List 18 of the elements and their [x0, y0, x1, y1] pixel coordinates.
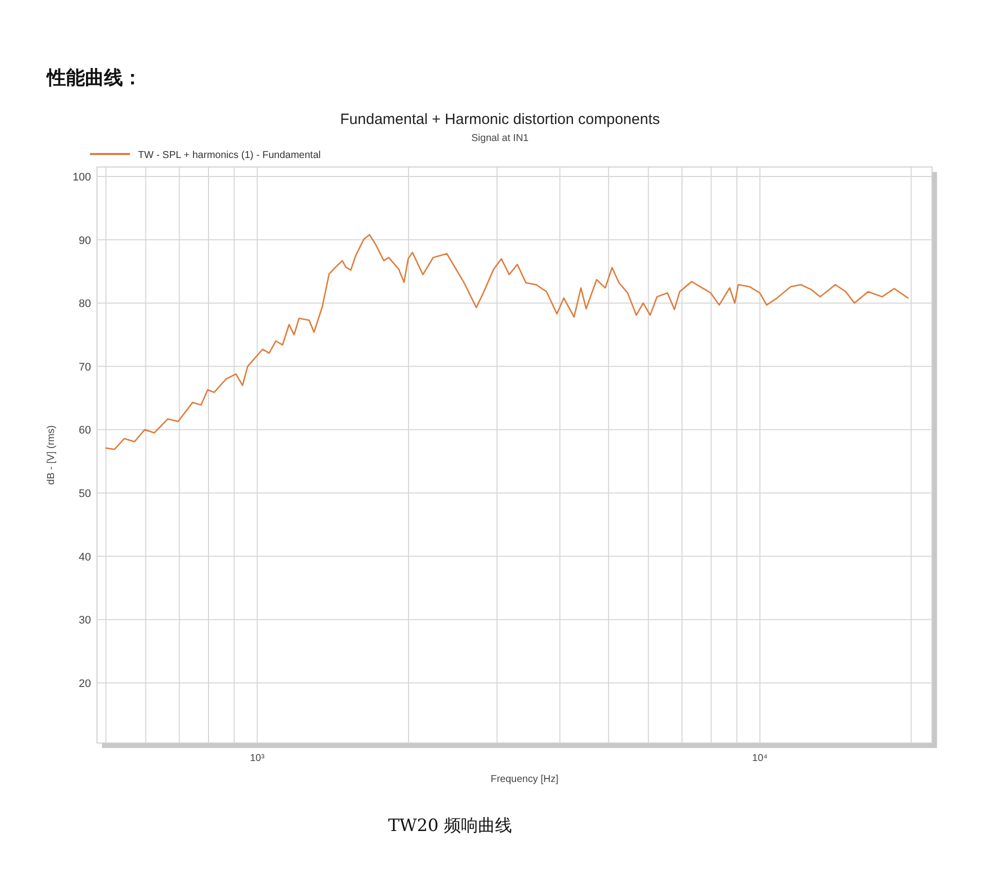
y-tick-label: 50 [78, 488, 91, 500]
legend-label: TW - SPL + harmonics (1) - Fundamental [138, 150, 321, 161]
y-tick-label: 70 [78, 361, 91, 374]
y-tick-label: 80 [78, 298, 91, 310]
y-axis-title: dB - [V] (rms) [46, 425, 57, 485]
y-tick-label: 30 [78, 614, 91, 627]
x-tick-label: 10³ [250, 753, 266, 764]
chart-title: Fundamental + Harmonic distortion components [340, 111, 660, 128]
text: 性能曲线： [46, 67, 142, 89]
text: TW20 频响曲线 [388, 816, 512, 836]
chart-subtitle: Signal at IN1 [471, 133, 530, 144]
y-tick-label: 60 [78, 424, 91, 437]
y-tick-label: 40 [78, 551, 91, 564]
y-tick-label: 20 [78, 678, 91, 690]
y-tick-label: 90 [78, 234, 91, 247]
x-tick-label: 10⁴ [752, 753, 768, 764]
y-tick-label: 100 [72, 171, 91, 184]
x-axis-title: Frequency [Hz] [490, 774, 559, 785]
